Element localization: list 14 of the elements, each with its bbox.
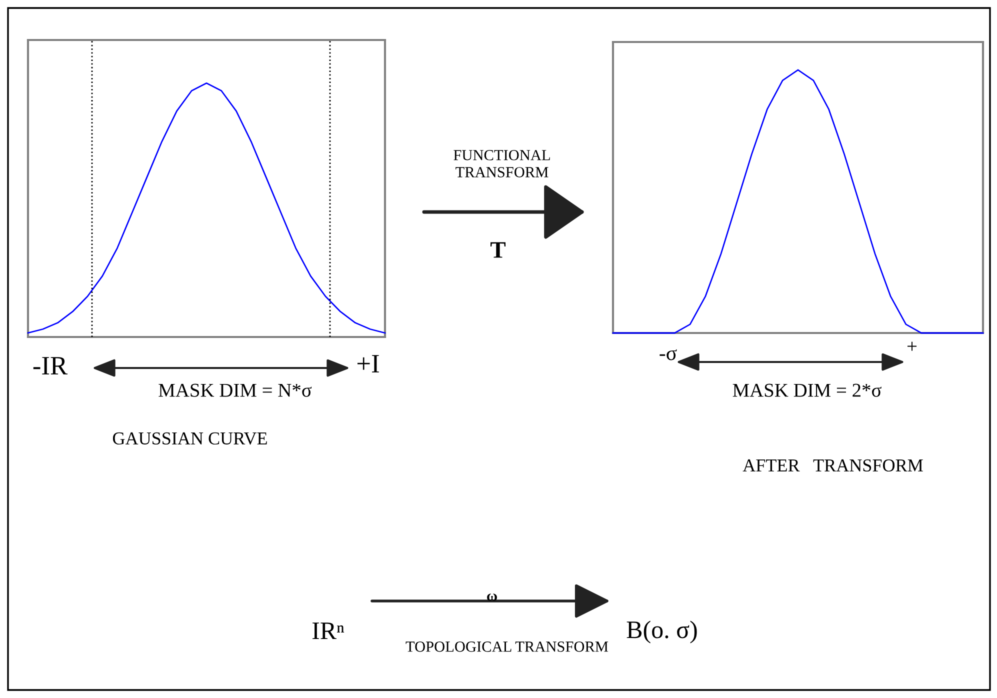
text: ω bbox=[487, 593, 497, 601]
text: T bbox=[490, 242, 506, 258]
text: IRⁿ bbox=[312, 622, 344, 640]
text: -IR bbox=[33, 357, 68, 374]
text: +I bbox=[357, 355, 379, 372]
text: -σ bbox=[660, 349, 677, 360]
text: MASK DIM = 2*σ bbox=[732, 384, 882, 397]
text: TOPOLOGICAL TRANSFORM bbox=[406, 642, 608, 652]
text: + bbox=[907, 342, 917, 351]
text: GAUSSIAN CURVE bbox=[112, 432, 267, 445]
text: B(o. σ) bbox=[626, 620, 697, 644]
text: FUNCTIONAL TRANSFORM bbox=[454, 150, 550, 178]
text: AFTER TRANSFORM bbox=[742, 459, 923, 472]
text: MASK DIM = N*σ bbox=[158, 384, 312, 397]
